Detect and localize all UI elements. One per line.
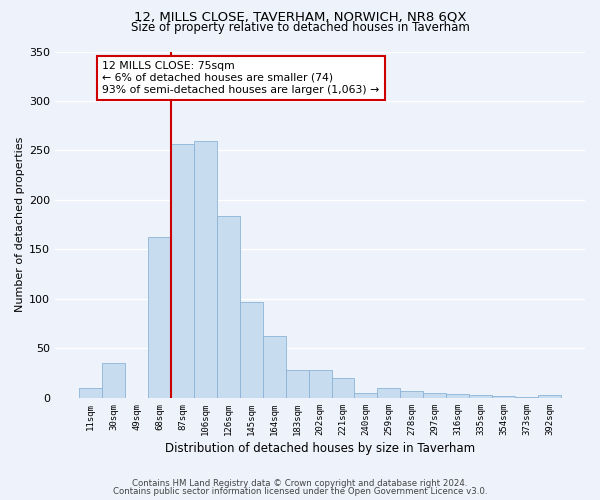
Bar — [240, 302, 263, 398]
Bar — [171, 144, 194, 398]
Bar — [263, 336, 286, 398]
Bar — [102, 364, 125, 398]
Bar — [469, 395, 492, 398]
Bar — [217, 216, 240, 398]
Bar — [538, 395, 561, 398]
Bar — [332, 378, 355, 398]
Y-axis label: Number of detached properties: Number of detached properties — [15, 137, 25, 312]
Bar — [377, 388, 400, 398]
Bar — [148, 236, 171, 398]
X-axis label: Distribution of detached houses by size in Taverham: Distribution of detached houses by size … — [165, 442, 475, 455]
Bar — [423, 393, 446, 398]
Text: Contains HM Land Registry data © Crown copyright and database right 2024.: Contains HM Land Registry data © Crown c… — [132, 478, 468, 488]
Text: Contains public sector information licensed under the Open Government Licence v3: Contains public sector information licen… — [113, 487, 487, 496]
Text: 12 MILLS CLOSE: 75sqm
← 6% of detached houses are smaller (74)
93% of semi-detac: 12 MILLS CLOSE: 75sqm ← 6% of detached h… — [102, 62, 379, 94]
Text: Size of property relative to detached houses in Taverham: Size of property relative to detached ho… — [131, 22, 469, 35]
Bar — [79, 388, 102, 398]
Bar — [515, 397, 538, 398]
Text: 12, MILLS CLOSE, TAVERHAM, NORWICH, NR8 6QX: 12, MILLS CLOSE, TAVERHAM, NORWICH, NR8 … — [134, 11, 466, 24]
Bar — [194, 140, 217, 398]
Bar — [286, 370, 308, 398]
Bar — [308, 370, 332, 398]
Bar — [400, 391, 423, 398]
Bar — [492, 396, 515, 398]
Bar — [355, 393, 377, 398]
Bar — [446, 394, 469, 398]
